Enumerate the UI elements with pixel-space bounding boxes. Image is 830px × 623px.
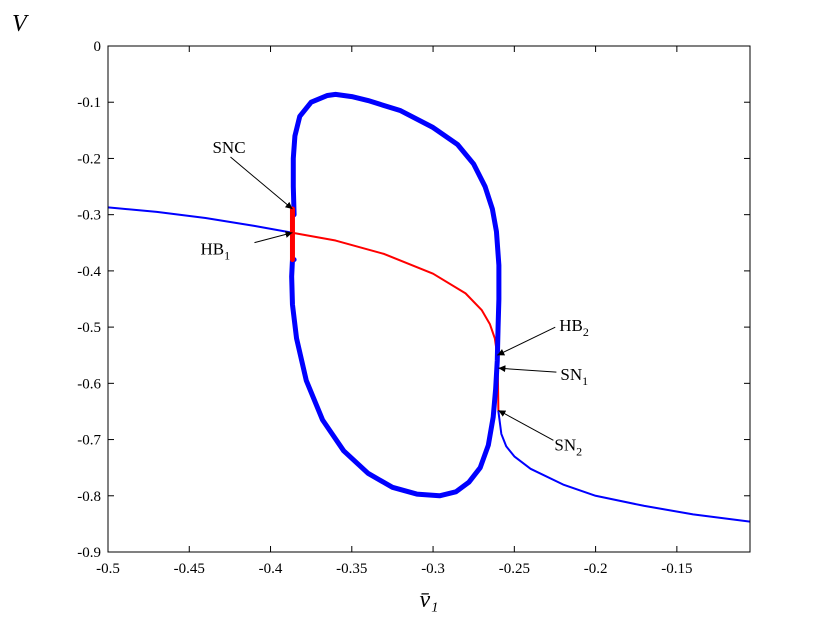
plot-frame xyxy=(107,45,751,553)
y-tick-label: -0.5 xyxy=(77,320,101,336)
annotation-arrow xyxy=(497,326,556,356)
plot-content xyxy=(108,91,750,523)
x-tick-label: -0.4 xyxy=(259,561,283,577)
y-tick-label: 0 xyxy=(94,39,102,55)
annotation-label: SN1 xyxy=(560,365,588,388)
y-tick-label: -0.3 xyxy=(77,208,101,224)
y-tick-label: -0.8 xyxy=(77,489,101,505)
annotation-arrow xyxy=(230,156,293,210)
x-tick-label: -0.5 xyxy=(96,561,120,577)
annotation-arrow xyxy=(254,231,293,244)
annotation-arrow xyxy=(498,409,554,441)
annotation-arrow xyxy=(498,365,557,373)
series-stable-upper-branch xyxy=(108,206,293,234)
series-stable-lower-branch xyxy=(497,410,750,523)
y-tick-label: -0.1 xyxy=(77,95,101,111)
annotation-label: SNC xyxy=(212,138,245,157)
x-tick-label: -0.2 xyxy=(584,561,608,577)
y-axis-title: V xyxy=(12,11,29,37)
x-tick-label: -0.15 xyxy=(661,561,692,577)
series-periodic-orbit-branch xyxy=(289,91,502,499)
annotations: SNC HB1 HB2 SN1 SN2 xyxy=(200,138,588,458)
y-tick-label: -0.2 xyxy=(77,151,101,167)
y-tick-label: -0.9 xyxy=(77,545,101,561)
x-tick-label: -0.45 xyxy=(174,561,205,577)
annotation-label: SN2 xyxy=(554,435,582,458)
x-axis-title: v̄₁ xyxy=(420,587,439,613)
y-tick-label: -0.6 xyxy=(77,376,101,392)
annotation-label: HB2 xyxy=(559,316,589,339)
x-tick-label: -0.25 xyxy=(499,561,530,577)
x-tick-label: -0.35 xyxy=(336,561,367,577)
y-tick-label: -0.4 xyxy=(77,264,101,280)
x-tick-label: -0.3 xyxy=(421,561,445,577)
axis-ticks: -0.5 -0.45 -0.4 -0.35 -0.3 -0.25 -0.2 -0.15 0 -0.… xyxy=(77,39,750,577)
series-unstable-middle-branch xyxy=(290,231,499,357)
annotation-label: HB1 xyxy=(200,240,230,263)
y-tick-label: -0.7 xyxy=(77,433,101,449)
